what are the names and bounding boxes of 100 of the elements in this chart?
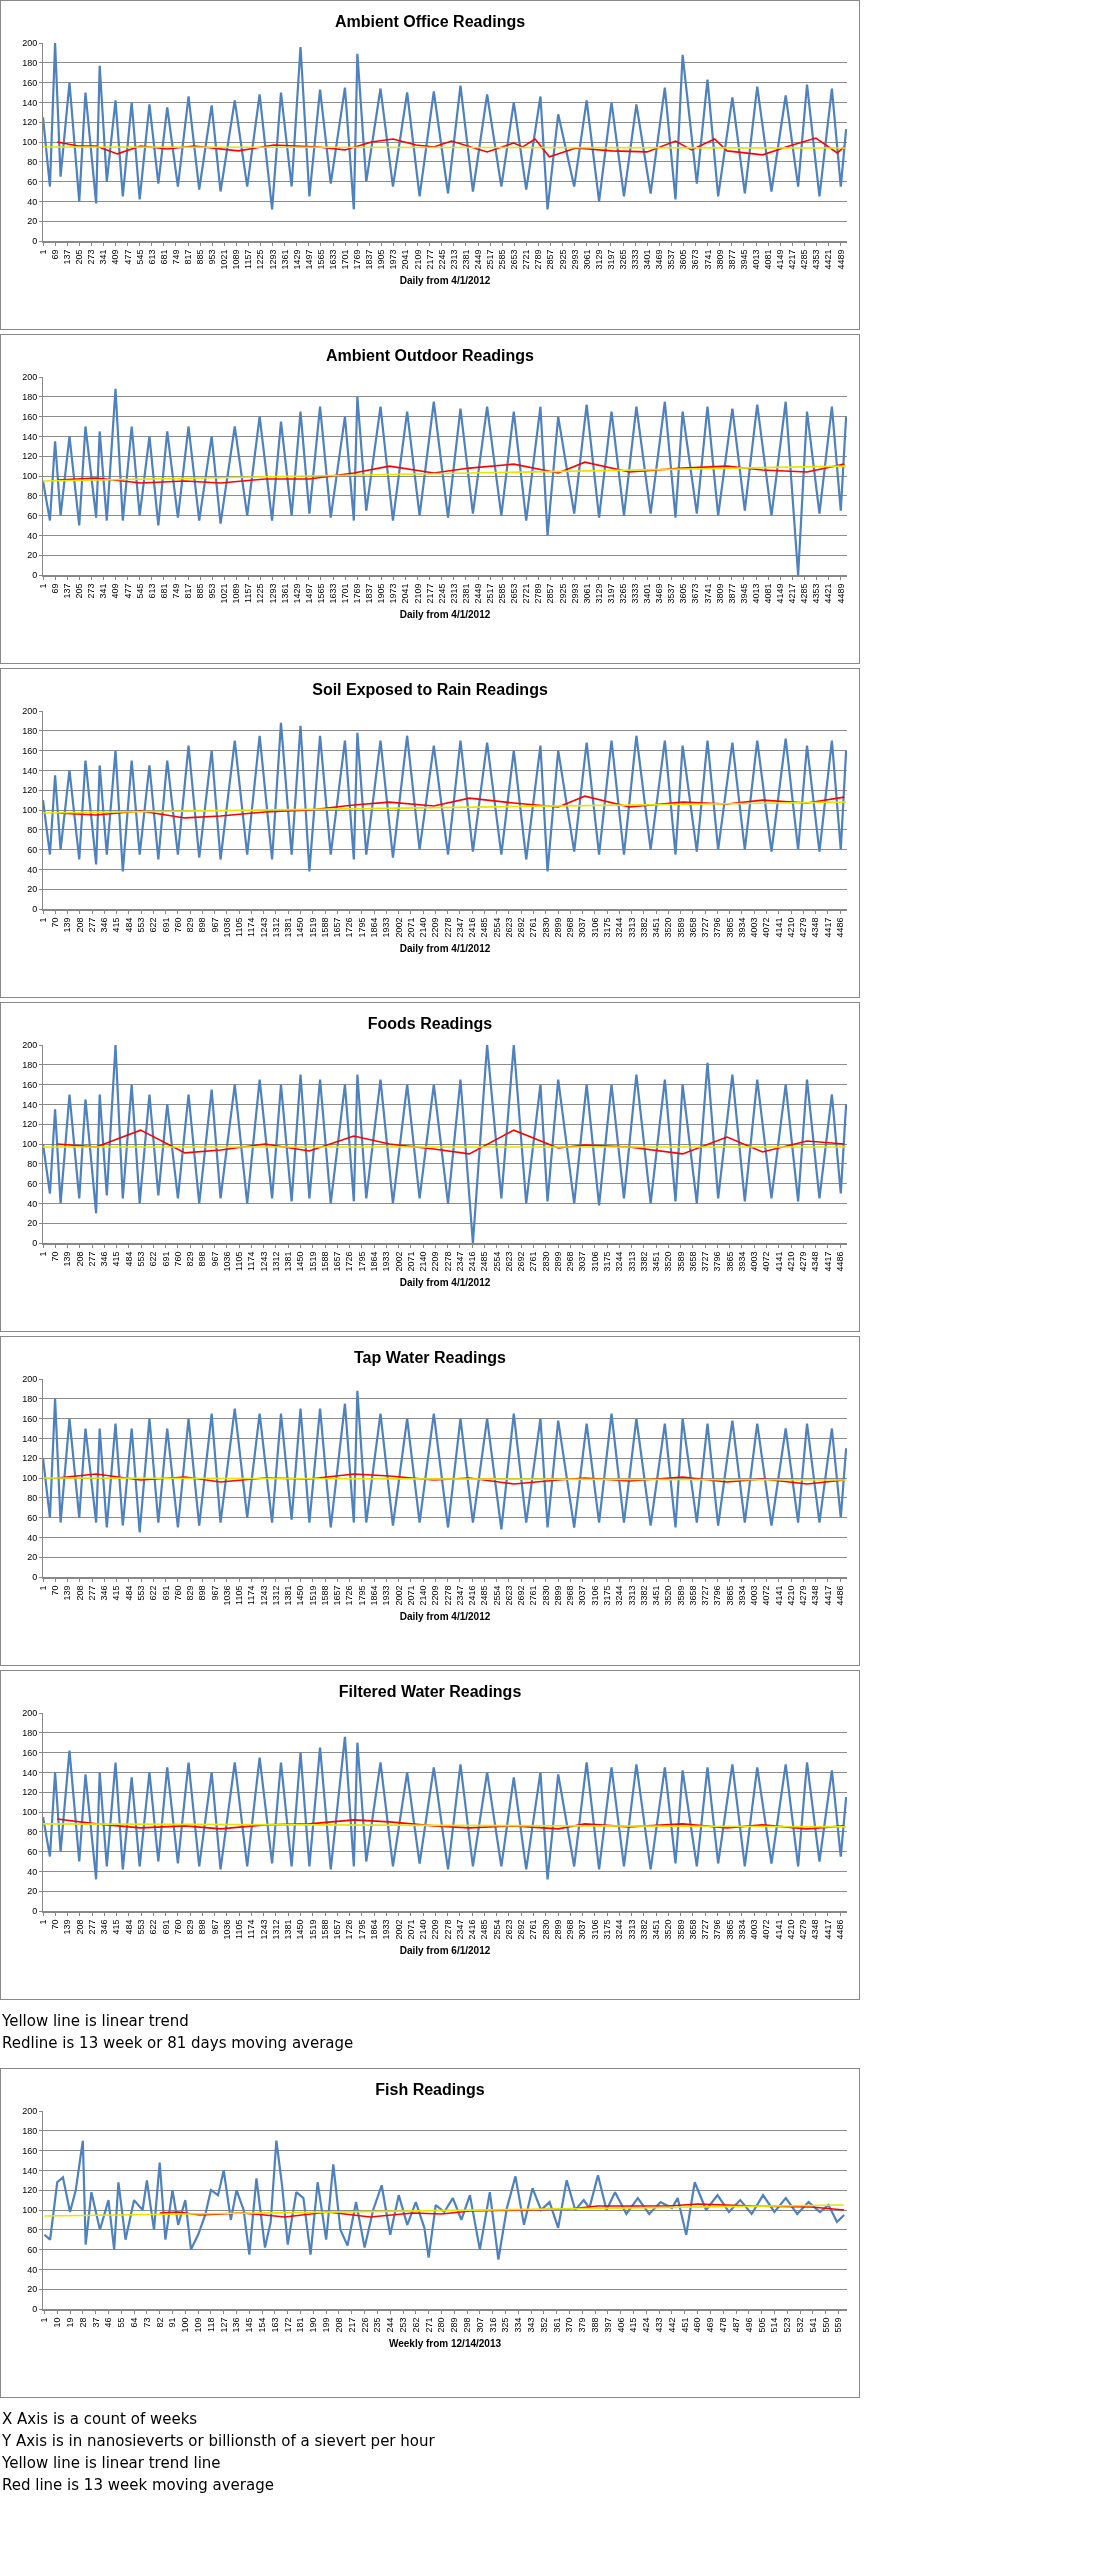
x-tick-label: 2623 [503,917,514,938]
x-tick-label: 4003 [749,1919,760,1940]
x-tick-label: 4003 [749,1251,760,1272]
y-tick-label: 120 [22,451,38,462]
x-tick-label: 3796 [712,1585,723,1606]
x-tick-label: 1 [37,249,48,255]
x-tick-label: 4417 [822,1919,833,1940]
x-tick-label: 1864 [369,1585,380,1606]
y-tick-label: 80 [27,490,38,501]
y-tick-label: 200 [22,2106,38,2117]
x-tick-label: 205 [74,249,85,265]
x-tick-label: 1174 [246,1251,257,1271]
x-tick-label: 277 [86,1251,97,1267]
x-tick-label: 953 [207,249,218,265]
y-tick-label: 120 [22,1787,38,1798]
chart-title: Soil Exposed to Rain Readings [312,680,548,698]
x-tick-label: 2623 [503,1251,514,1272]
x-tick-label: 2761 [528,1919,539,1940]
x-tick-label: 3061 [581,249,592,270]
y-tick-label: 0 [32,570,38,581]
x-tick-label: 2071 [405,917,416,938]
x-tick-label: 691 [160,1251,171,1267]
y-tick-label: 180 [22,57,38,68]
x-tick-label: 1174 [246,917,257,937]
x-tick-label: 343 [526,2317,537,2333]
x-tick-label: 523 [782,2317,793,2333]
x-tick-label: 253 [397,2317,408,2333]
x-tick-label: 1361 [279,249,290,270]
x-tick-label: 1837 [364,249,375,270]
x-tick-label: 3945 [738,249,749,270]
x-tick-label: 3605 [678,583,689,604]
x-tick-label: 1588 [319,1585,330,1606]
x-tick-label: 1429 [291,583,302,604]
x-tick-label: 2830 [540,917,551,938]
x-tick-label: 3313 [626,1585,637,1606]
x-tick-label: 2692 [516,1919,527,1940]
y-tick-label: 80 [27,824,38,835]
x-tick-label: 829 [185,1919,196,1935]
x-tick-label: 1450 [295,917,306,938]
x-tick-label: 553 [136,1919,147,1935]
x-tick-label: 3520 [663,1919,674,1940]
x-tick-label: 277 [86,1585,97,1601]
x-tick-label: 3934 [736,1251,747,1272]
line-series [56,1129,846,1155]
x-tick-label: 262 [410,2317,421,2333]
x-tick-label: 1157 [243,583,254,603]
y-tick-label: 100 [22,1473,38,1484]
x-tick-label: 2140 [418,917,429,938]
x-tick-label: 2041 [400,249,411,270]
x-tick-label: 3106 [589,1251,600,1272]
x-tick-label: 415 [111,1585,122,1601]
x-tick-label: 1036 [221,917,232,938]
x-axis-title: Daily from 4/1/2012 [399,1610,491,1622]
x-tick-label: 3945 [738,583,749,604]
x-tick-label: 208 [74,917,85,933]
x-tick-label: 2623 [503,1585,514,1606]
x-tick-label: 2899 [552,917,563,938]
y-tick-label: 60 [27,1846,38,1857]
x-tick-label: 545 [134,583,145,599]
x-tick-label: 1450 [295,1251,306,1272]
x-tick-label: 208 [333,2317,344,2333]
x-tick-label: 2485 [479,1251,490,1272]
x-tick-label: 1450 [295,1919,306,1940]
x-tick-label: 2857 [545,249,556,270]
x-tick-label: 1312 [270,1919,281,1940]
y-tick-label: 80 [27,1158,38,1169]
x-tick-label: 277 [86,1919,97,1935]
x-tick-label: 1 [37,1919,48,1925]
x-tick-label: 208 [74,1919,85,1935]
line-series [56,461,846,484]
x-tick-label: 2968 [565,917,576,938]
x-tick-label: 2041 [400,583,411,604]
x-tick-label: 3537 [666,583,677,604]
x-tick-label: 553 [136,917,147,933]
x-tick-label: 4417 [822,1251,833,1272]
y-tick-label: 200 [22,1040,38,1051]
x-tick-label: 484 [123,1919,134,1935]
x-tick-label: 3741 [702,583,713,604]
x-tick-label: 3589 [675,1251,686,1272]
x-tick-label: 2209 [430,1585,441,1606]
y-tick-label: 40 [27,1198,38,1209]
x-tick-label: 2177 [424,249,435,270]
x-tick-label: 139 [62,1585,73,1601]
x-tick-label: 28 [77,2317,88,2328]
x-tick-label: 2692 [516,917,527,938]
x-tick-label: 2381 [460,583,471,604]
x-tick-label: 2925 [557,249,568,270]
x-tick-label: 1105 [234,1919,245,1939]
x-tick-label: 1519 [307,1919,318,1940]
x-tick-label: 3589 [675,1585,686,1606]
y-tick-label: 180 [22,2125,38,2136]
x-tick-label: 1 [37,917,48,923]
x-tick-label: 3451 [651,1585,662,1606]
x-tick-label: 898 [197,1585,208,1601]
x-tick-label: 226 [359,2317,370,2333]
x-tick-label: 4486 [834,917,845,938]
x-tick-label: 3382 [638,1585,649,1606]
x-tick-label: 3106 [589,1919,600,1940]
x-tick-label: 2278 [442,1585,453,1606]
x-tick-label: 4279 [798,1919,809,1940]
